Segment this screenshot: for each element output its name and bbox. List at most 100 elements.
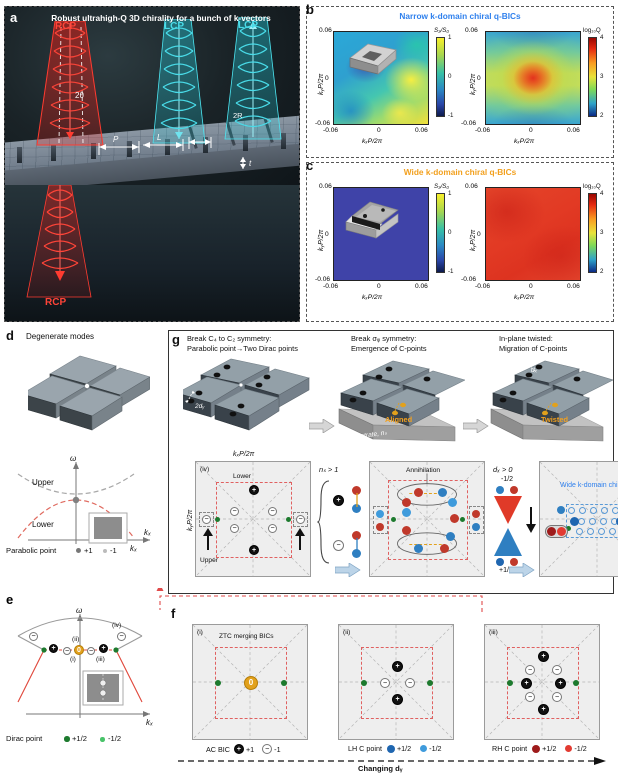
panel-b-s3-cb-tick-m1: -1 [448,112,454,119]
panel-c-s3-xtick-right: 0.06 [415,283,428,290]
panel-f-legend-2-label: LH C point [348,744,382,753]
kmap-guides [196,462,310,576]
panel-f-green-dot [281,680,287,686]
panel-c-q-ytick-mid: 0 [477,231,481,238]
panel-g-kmap-1: + + − − − − − − (iv) Lower Upper [195,461,311,577]
slab-bar [51,145,56,161]
slab-bar [281,133,286,149]
panel-d-caption: Parabolic point [6,546,57,555]
panel-g-twisted-label: Twisted [541,415,568,424]
panel-b-q-xtick-left: -0.06 [475,127,491,134]
panel-f-green-dot [361,680,367,686]
panel-c-q-ytick-bot: -0.06 [461,276,477,283]
slab-bar [17,147,22,163]
kmap3-dot-blue [616,517,618,526]
panel-f-legend-1: AC BIC + +1 − -1 [206,744,281,754]
panel-f-legend-2: LH C point +1/2 -1/2 [348,744,442,753]
kmap2-green-dot [391,517,396,522]
heatmap-surface [486,188,580,280]
kmap-red-box [388,480,468,560]
panel-b-s3-xtick-mid: 0 [377,127,381,134]
legend-lightblue-dot [420,745,428,752]
panel-b-s3-cb-tick-1: 1 [448,34,452,41]
panel-c-s3-xtick-left: -0.06 [323,283,339,290]
panel-f3-charge-plus: + [538,704,549,715]
panel-g-label: g [172,332,180,347]
kmap2-dot-blue [446,532,455,541]
kmap2-dot-red [402,498,411,507]
panel-c-q-cb-tick-2: 2 [600,268,604,275]
kmap3-dot-red [557,527,566,536]
panel-f3-charge-minus: − [552,692,562,702]
panel-c-q-cb-title: log₁₀Q [583,183,601,190]
panel-f-changing-dy-axis [178,757,606,765]
panel-g-kmap1-ylabel: kᵧP/2π [187,509,194,531]
panel-d-omega-label: ω [70,454,77,463]
panel-e-omega-label: ω [76,606,83,615]
panel-f3-charge-minus: − [525,665,535,675]
kmap2-dot-red-right [472,510,480,518]
kmap2-dot-blue [438,488,447,497]
panel-b-q-cb-tick-2: 2 [600,112,604,119]
panel-d-legend-dot-plus1 [76,548,81,553]
panel-d-title: Degenerate modes [26,332,95,341]
kmap2-dot-red [440,544,449,553]
panel-f-green-dot [573,680,579,686]
panel-f-kmap-3: + + + + − − − − (iii) [484,624,600,740]
panel-c-s3-ytick-top: 0.06 [319,183,332,190]
kmap3-open-circle [589,518,596,525]
heatmap-surface [486,32,580,124]
panel-c-s3-cb-title: S₃/S₀ [434,183,450,190]
panel-g-header-2-line1: Break σᵩ symmetry: [351,334,417,343]
panel-g-header-1: Break C₄ to C₂ symmetry: Parabolic point… [187,334,298,353]
kmap3-blue-box [566,504,618,538]
panel-f-green-dot [427,680,433,686]
panel-a-lower-scene: RCP z y x Experiment [5,185,299,321]
panel-f-legend-3-sym2: -1/2 [574,744,587,753]
panel-b-s3-xtick-left: -0.06 [323,127,339,134]
legend-lightred-dot [565,745,573,752]
panel-f-label: f [171,606,176,621]
panel-f-legend-3: RH C point +1/2 -1/2 [492,744,587,753]
panel-e-charge-minus: − [63,647,71,655]
panel-b-q-ytick-top: 0.06 [465,27,478,34]
kmap2-dot-blue-left [376,510,384,518]
kmap1-arrow-left [203,528,213,550]
panel-f-legend-2-sym2: -1/2 [429,744,442,753]
legend-plus-icon: + [233,744,244,754]
panel-b-q-xtick-mid: 0 [529,127,533,134]
panel-g-schematic-3 [490,360,613,442]
kmap3-dot-darkred [547,527,556,536]
kmap3-open-circle [590,507,597,514]
degenerate-modes-schematic [28,355,150,431]
panel-a-scene: RCP 2θ LCP [5,7,299,203]
kmap2-green-dot [460,517,465,522]
panel-g-header-3-line1: In-plane twisted: [499,334,553,343]
panel-d-unitcell-inset [88,512,128,544]
kmap2-dot-red [450,514,459,523]
panel-f: f 0 (i) ZTC merging BICs AC BIC + +1 − -… [168,604,614,773]
panel-f-tag-2: (ii) [343,629,351,636]
panel-e-dispersion-plot [17,614,150,718]
panel-g-arrow-2 [463,419,489,433]
panel-b-label: b [306,2,314,17]
panel-f-legend-1-sym1: +1 [245,744,255,754]
panel-f2-charge-minus: − [405,678,415,688]
panel-g-kmap-2: Annihilation [369,461,485,577]
panel-e-marker-i: (i) [70,656,76,663]
kmap3-open-circle [609,528,616,535]
panel-b-q-ytick-bot: -0.06 [461,120,477,127]
kmap3-open-circle [612,507,618,514]
panel-f-legend-3-label: RH C point [492,744,528,753]
panel-e-charge-plus: + [49,644,58,653]
panel-c-q-cb-tick-3: 3 [600,229,604,236]
panel-g-brace-plus: + [333,495,344,506]
kmap2-dashbox-left [373,506,388,534]
lcp-beam-cone-2 [224,17,282,140]
panel-c-q-xtick-mid: 0 [529,283,533,290]
panel-c-s3-xtick-mid: 0 [377,283,381,290]
kmap-red-box [361,647,433,719]
panel-f-tag-1: (i) [197,629,203,636]
kmap1-green-dot [215,517,220,522]
panel-b-s3-cb-tick-0: 0 [448,73,452,80]
